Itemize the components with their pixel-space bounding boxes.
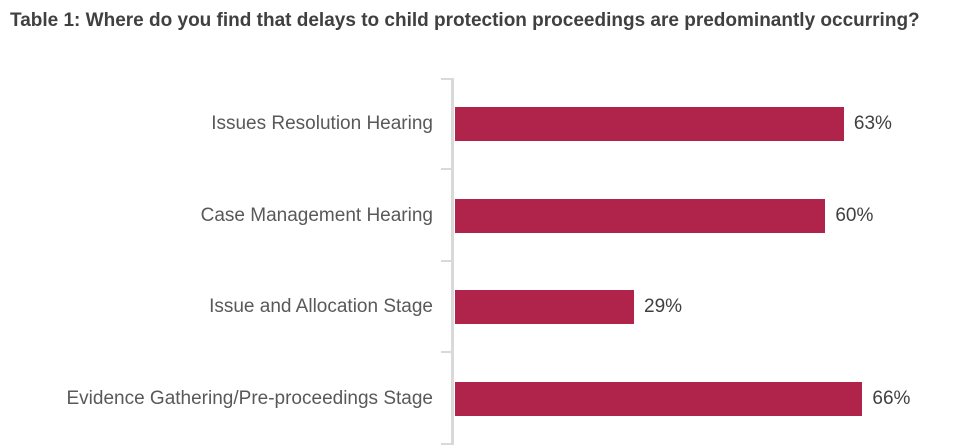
axis-tick: [441, 78, 451, 80]
y-axis-line: [451, 78, 454, 445]
category-label: Case Management Hearing: [200, 204, 433, 226]
chart-title: Table 1: Where do you find that delays t…: [10, 10, 920, 31]
bar: [455, 382, 863, 417]
plot-area: Issues Resolution Hearing 63% Case Managem…: [0, 78, 955, 445]
bar: [455, 106, 844, 141]
chart-row: Case Management Hearing 60%: [0, 170, 955, 262]
axis-tick: [441, 443, 451, 445]
category-label: Issues Resolution Hearing: [211, 112, 433, 134]
axis-tick: [441, 167, 451, 170]
chart-row: Evidence Gathering/Pre-proceedings Stage…: [0, 353, 955, 445]
value-label: 29%: [644, 296, 683, 318]
category-label: Evidence Gathering/Pre-proceedings Stage: [66, 388, 433, 410]
axis-tick: [441, 351, 451, 354]
value-label: 66%: [872, 388, 911, 410]
value-label: 60%: [835, 204, 874, 226]
bar-track: 60%: [455, 170, 955, 262]
chart-row: Issues Resolution Hearing 63%: [0, 78, 955, 170]
chart-row: Issue and Allocation Stage 29%: [0, 262, 955, 354]
value-label: 63%: [853, 112, 892, 134]
bar-track: 29%: [455, 262, 955, 354]
bar: [455, 290, 634, 325]
bar-track: 63%: [455, 78, 955, 170]
axis-tick: [441, 259, 451, 262]
bar: [455, 198, 826, 233]
category-label: Issue and Allocation Stage: [209, 296, 433, 318]
bar-track: 66%: [455, 353, 955, 445]
